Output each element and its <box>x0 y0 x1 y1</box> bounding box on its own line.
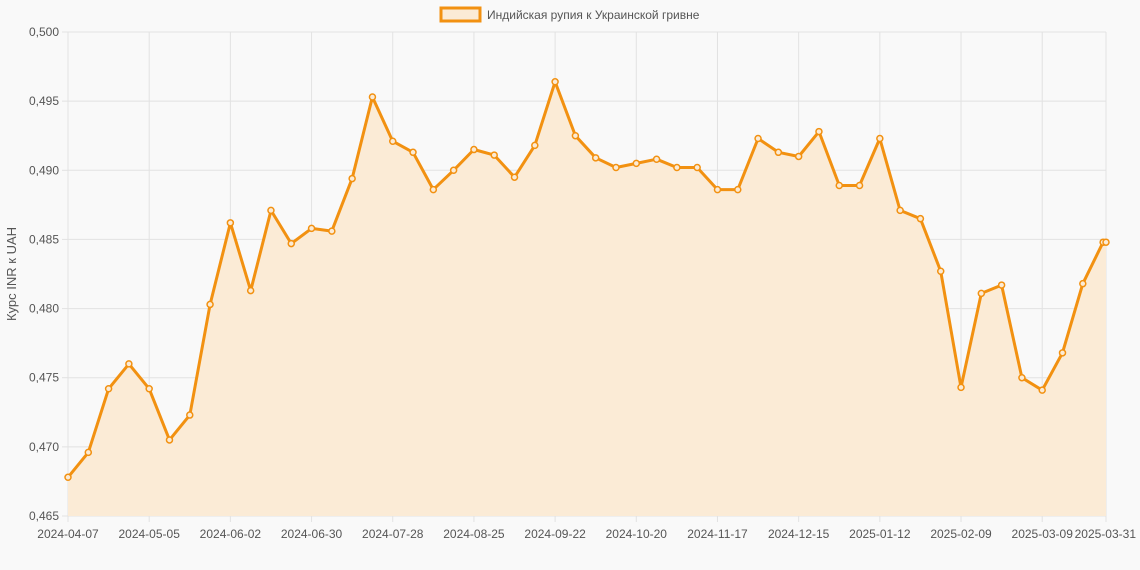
data-point[interactable] <box>125 360 133 368</box>
data-point[interactable] <box>916 214 925 223</box>
data-point[interactable] <box>612 163 620 172</box>
data-point[interactable] <box>1079 279 1087 288</box>
data-point[interactable] <box>531 141 539 150</box>
data-point[interactable] <box>267 206 275 215</box>
x-tick-label: 2024-06-02 <box>200 527 262 541</box>
data-point[interactable] <box>652 155 661 163</box>
data-point[interactable] <box>64 473 72 482</box>
y-tick-label: 0,475 <box>29 371 59 385</box>
data-point[interactable] <box>693 163 701 172</box>
data-point[interactable] <box>1038 386 1046 394</box>
data-point[interactable] <box>774 148 783 157</box>
data-point[interactable] <box>186 411 194 419</box>
data-point[interactable] <box>957 383 965 392</box>
data-point[interactable] <box>794 152 803 161</box>
data-point[interactable] <box>470 145 478 154</box>
data-point[interactable] <box>449 166 458 175</box>
x-tick-label: 2024-08-25 <box>443 527 505 541</box>
x-tick-label: 2025-03-09 <box>1012 527 1074 541</box>
x-tick-label: 2024-09-22 <box>524 527 586 541</box>
x-tick-label: 2024-05-05 <box>118 527 180 541</box>
data-point[interactable] <box>734 185 742 194</box>
x-tick-label: 2024-04-07 <box>37 527 99 541</box>
data-point[interactable] <box>835 181 844 190</box>
data-point[interactable] <box>246 286 255 295</box>
y-tick-label: 0,470 <box>29 440 59 454</box>
data-point[interactable] <box>226 219 235 227</box>
data-point[interactable] <box>307 224 316 233</box>
data-point[interactable] <box>1058 349 1067 357</box>
data-point[interactable] <box>977 289 986 298</box>
data-point[interactable] <box>388 137 397 145</box>
data-point[interactable] <box>571 131 580 140</box>
data-point[interactable] <box>490 151 498 159</box>
data-point[interactable] <box>551 78 559 86</box>
legend-label[interactable]: Индийская рупия к Украинской гривне <box>487 8 700 22</box>
data-point[interactable] <box>145 385 153 393</box>
legend-swatch[interactable] <box>439 6 482 23</box>
y-tick-label: 0,490 <box>29 163 59 177</box>
data-point[interactable] <box>997 281 1006 289</box>
data-point[interactable] <box>876 134 884 143</box>
data-point[interactable] <box>348 174 356 183</box>
y-tick-label: 0,495 <box>29 94 59 108</box>
legend[interactable]: Индийская рупия к Украинской гривне <box>439 6 700 23</box>
x-tick-label: 2024-10-20 <box>606 527 668 541</box>
data-point[interactable] <box>328 227 336 235</box>
x-tick-label: 2024-06-30 <box>281 527 343 541</box>
data-point[interactable] <box>84 448 93 457</box>
x-tick-label: 2025-03-31 <box>1075 527 1137 541</box>
y-tick-label: 0,480 <box>29 302 59 316</box>
y-axis-ticks: 0,465 0,470 0,475 0,480 0,485 0,490 0,495 0,500 <box>29 25 68 523</box>
y-tick-label: 0,485 <box>29 232 59 246</box>
series-area-fill <box>68 81 1106 517</box>
data-point[interactable] <box>815 127 823 136</box>
data-point[interactable] <box>1018 373 1026 382</box>
y-tick-label: 0,465 <box>29 509 59 523</box>
y-tick-label: 0,500 <box>29 25 59 39</box>
x-tick-label: 2024-11-17 <box>687 527 748 541</box>
data-point[interactable] <box>855 181 864 190</box>
data-point[interactable] <box>165 436 174 444</box>
data-point[interactable] <box>896 206 904 215</box>
x-axis-ticks: 2024-04-07 2024-05-05 2024-06-02 2024-06-30… <box>37 516 1136 541</box>
x-tick-label: 2024-07-28 <box>362 527 424 541</box>
x-tick-label: 2025-02-09 <box>930 527 992 541</box>
data-point[interactable] <box>287 239 296 248</box>
x-tick-label: 2025-01-12 <box>849 527 911 541</box>
y-axis-label: Курс INR к UAH <box>4 227 19 321</box>
data-point[interactable] <box>429 185 438 194</box>
data-point[interactable] <box>104 385 113 393</box>
data-point[interactable] <box>754 134 762 143</box>
x-tick-label: 2024-12-15 <box>768 527 830 541</box>
data-point[interactable] <box>409 148 417 157</box>
data-point[interactable] <box>1102 238 1110 246</box>
data-point[interactable] <box>591 154 600 162</box>
data-point[interactable] <box>713 185 722 194</box>
data-point[interactable] <box>632 159 641 168</box>
data-point[interactable] <box>206 300 214 309</box>
data-point[interactable] <box>510 173 519 181</box>
data-point[interactable] <box>673 163 681 172</box>
data-point[interactable] <box>368 93 377 101</box>
data-points <box>64 78 1110 482</box>
data-point[interactable] <box>936 267 945 275</box>
